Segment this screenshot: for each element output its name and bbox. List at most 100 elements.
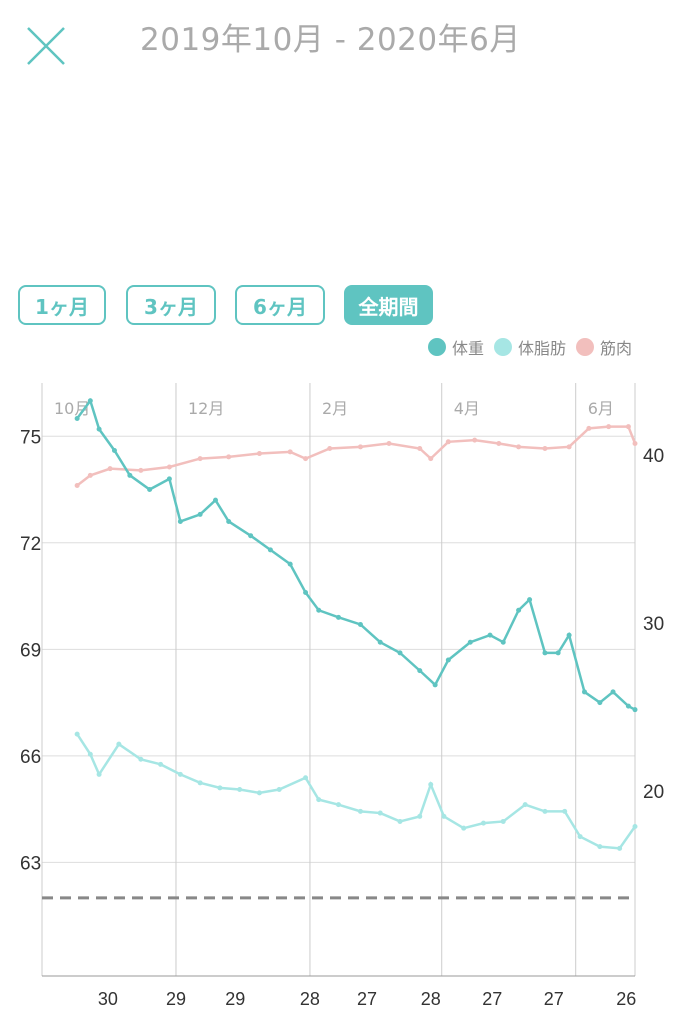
data-point bbox=[597, 844, 603, 850]
legend-muscle: 筋肉 bbox=[599, 339, 632, 358]
y-left-tick-label: 69 bbox=[20, 640, 41, 661]
data-point bbox=[397, 650, 403, 656]
legend-weight-dot bbox=[427, 338, 446, 356]
data-point bbox=[432, 682, 438, 688]
month-label: 6月 bbox=[588, 399, 614, 418]
data-point bbox=[377, 639, 383, 645]
x-tick-label: 27 bbox=[544, 989, 564, 1009]
data-point bbox=[496, 440, 502, 446]
legend-fat: 体脂肪 bbox=[517, 339, 566, 358]
data-point bbox=[158, 761, 164, 767]
data-point bbox=[542, 650, 548, 656]
data-point bbox=[581, 689, 587, 695]
data-point bbox=[336, 802, 341, 808]
series-line-2 bbox=[76, 425, 637, 487]
x-tick-label: 28 bbox=[300, 989, 320, 1009]
month-label: 12月 bbox=[188, 399, 224, 418]
data-point bbox=[138, 467, 144, 473]
x-tick-label: 28 bbox=[421, 989, 441, 1009]
data-point bbox=[357, 621, 363, 627]
legend-fat-dot bbox=[493, 338, 512, 356]
data-point bbox=[303, 775, 309, 781]
x-tick-label: 27 bbox=[482, 989, 502, 1009]
data-point bbox=[303, 590, 309, 596]
data-point bbox=[287, 449, 293, 455]
data-point bbox=[610, 689, 616, 695]
close-icon[interactable] bbox=[26, 26, 66, 66]
data-point bbox=[428, 456, 434, 462]
y-right-tick-label: 30 bbox=[643, 614, 664, 635]
data-point bbox=[226, 518, 232, 524]
x-tick-label: 29 bbox=[225, 989, 245, 1009]
data-point bbox=[445, 657, 451, 663]
data-point bbox=[303, 456, 309, 462]
data-point bbox=[500, 639, 506, 645]
data-point bbox=[316, 797, 322, 803]
legend-weight: 体重 bbox=[451, 339, 484, 358]
data-point bbox=[256, 790, 262, 796]
x-tick-label: 30 bbox=[98, 989, 118, 1009]
x-tick-label: 29 bbox=[166, 989, 186, 1009]
data-point bbox=[441, 813, 447, 819]
data-point bbox=[522, 802, 528, 808]
range-all-button[interactable]: 全期間 bbox=[344, 285, 433, 325]
month-label: 2月 bbox=[322, 399, 348, 418]
data-point bbox=[276, 787, 282, 793]
data-point bbox=[632, 440, 638, 446]
data-point bbox=[516, 444, 522, 450]
data-point bbox=[357, 444, 363, 450]
legend-muscle-dot bbox=[575, 338, 594, 356]
data-point bbox=[116, 741, 122, 747]
data-point bbox=[217, 785, 223, 791]
data-point bbox=[586, 425, 592, 431]
data-point bbox=[197, 780, 203, 786]
data-point bbox=[138, 756, 144, 762]
series-line-1 bbox=[76, 733, 637, 850]
data-point bbox=[248, 533, 254, 539]
data-point bbox=[577, 834, 583, 840]
data-point bbox=[87, 472, 93, 478]
data-point bbox=[566, 632, 572, 638]
data-point bbox=[87, 398, 93, 404]
range-1-month-button[interactable]: 1ヶ月 bbox=[18, 285, 106, 325]
data-point bbox=[606, 424, 612, 430]
data-point bbox=[237, 787, 243, 793]
data-point bbox=[417, 446, 423, 452]
data-point bbox=[316, 607, 322, 613]
data-point bbox=[542, 446, 548, 452]
data-point bbox=[327, 446, 333, 452]
data-point bbox=[96, 771, 102, 777]
data-point bbox=[445, 439, 451, 445]
data-point bbox=[177, 771, 183, 777]
data-point bbox=[480, 820, 486, 826]
data-point bbox=[467, 639, 473, 645]
data-point bbox=[213, 497, 219, 503]
data-point bbox=[256, 451, 262, 457]
data-point bbox=[555, 650, 561, 656]
data-point bbox=[625, 703, 631, 709]
data-point bbox=[472, 437, 478, 443]
data-point bbox=[74, 416, 80, 422]
range-3-month-button[interactable]: 3ヶ月 bbox=[126, 285, 216, 325]
data-point bbox=[197, 511, 203, 517]
data-point bbox=[357, 808, 363, 814]
data-point bbox=[625, 424, 631, 430]
y-left-tick-label: 63 bbox=[20, 853, 41, 874]
data-point bbox=[377, 810, 383, 816]
data-point bbox=[267, 547, 273, 553]
data-point bbox=[147, 487, 153, 493]
data-point bbox=[461, 825, 467, 831]
data-point bbox=[527, 597, 533, 603]
range-6-month-button[interactable]: 6ヶ月 bbox=[235, 285, 325, 325]
y-left-tick-label: 66 bbox=[20, 747, 41, 768]
data-point bbox=[632, 707, 638, 713]
data-point bbox=[177, 518, 183, 524]
chart-legend: 体重 体脂肪 筋肉 bbox=[418, 335, 632, 359]
data-point bbox=[166, 464, 172, 470]
data-point bbox=[74, 731, 80, 737]
data-point bbox=[74, 482, 80, 488]
data-point bbox=[397, 818, 403, 824]
series-line-0 bbox=[76, 398, 636, 711]
month-label: 4月 bbox=[454, 399, 480, 418]
